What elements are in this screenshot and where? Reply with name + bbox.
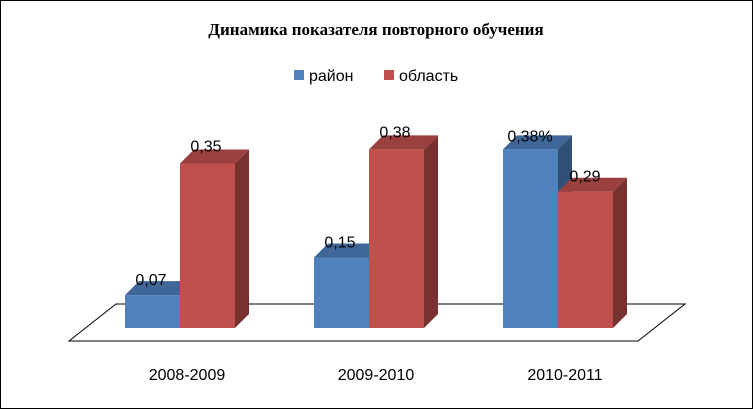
chart-title: Динамика показателя повторного обучения [208,20,543,39]
data-label: 0,29 [569,169,600,186]
bar-top-face [503,135,572,150]
data-label: 0,38% [507,128,552,145]
bar-top-face [125,281,194,296]
bar-top-face [314,243,383,258]
x-axis-ticks: 2008-2009 2009-2010 2010-2011 [149,367,603,384]
bar-oblast-2009-2010 [369,135,438,328]
bar-front-face [314,257,369,328]
bar-oblast-2008-2009 [180,149,249,328]
legend-label-rayon: район [309,68,353,85]
data-labels-group: 0,07 0,35 0,15 0,38 0,38% 0,29 [135,124,600,289]
bar-front-face [125,295,180,328]
bar-side-face [424,135,438,328]
bar-front-face [180,163,235,328]
legend-swatch-rayon [294,70,304,80]
bar-front-face [369,149,424,328]
bar-top-face [369,135,438,150]
bar-side-face [235,149,249,328]
data-label: 0,38 [379,124,410,141]
bar-front-face [558,191,613,328]
data-label: 0,15 [324,235,355,252]
legend-label-oblast: область [399,68,458,85]
legend: район область [294,68,458,85]
bars-group [125,135,627,328]
x-tick-label: 2010-2011 [527,367,602,384]
bar-top-face [558,177,627,192]
data-label: 0,35 [190,139,221,156]
legend-swatch-oblast [384,70,394,80]
bar-front-face [503,149,558,328]
data-label: 0,07 [135,272,166,289]
bar-top-face [180,149,249,164]
bar-oblast-2010-2011 [558,177,627,328]
bar-side-face [613,177,627,328]
x-tick-label: 2008-2009 [149,367,226,384]
x-tick-label: 2009-2010 [338,367,415,384]
